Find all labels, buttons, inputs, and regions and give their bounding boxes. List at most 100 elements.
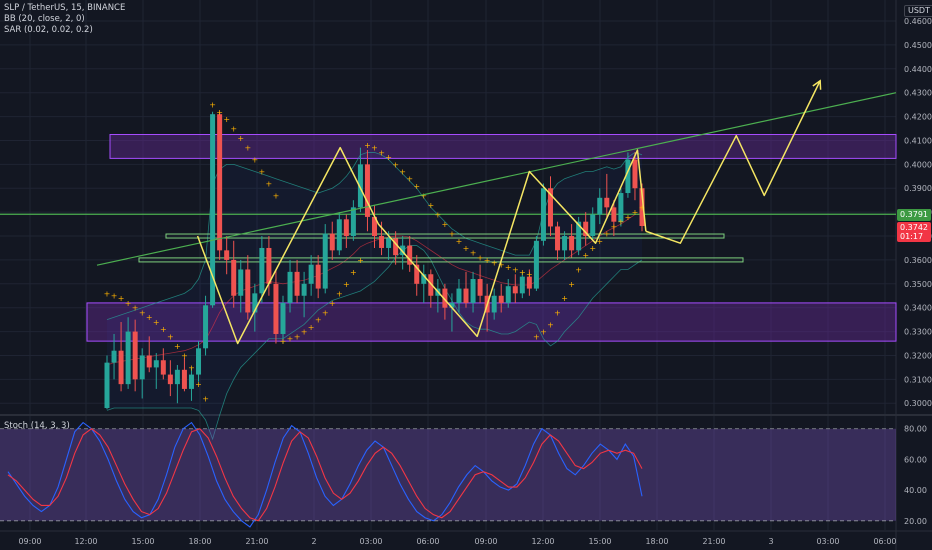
- price-tick-label: 0.4200: [904, 113, 932, 122]
- candle-body: [357, 164, 363, 208]
- candle-body: [153, 360, 159, 368]
- candle-body: [540, 188, 546, 241]
- sar-dot: +: [301, 328, 308, 337]
- sar-dot: +: [442, 220, 449, 229]
- price-tick-label: 0.4600: [904, 17, 932, 26]
- candle-body: [315, 264, 321, 289]
- last-price-tag: 0.3742 01:17: [897, 222, 931, 242]
- sar-dot: +: [139, 308, 146, 317]
- candle-body: [372, 216, 377, 237]
- candle-body: [576, 221, 582, 251]
- time-tick-label: 21:00: [245, 537, 268, 546]
- sar-dot: +: [237, 134, 244, 143]
- bollinger-fill: [107, 152, 642, 440]
- price-tick-label: 0.4500: [904, 41, 932, 50]
- price-tick-label: 0.3100: [904, 375, 932, 384]
- price-tick-label: 0.3200: [904, 351, 932, 360]
- sar-dot: +: [195, 380, 202, 389]
- bb-legend: BB (20, close, 2, 0): [4, 14, 85, 24]
- sar-dot: +: [280, 337, 287, 346]
- sar-dot: +: [512, 265, 519, 274]
- time-tick-label: 12:00: [531, 537, 554, 546]
- sar-dot: +: [449, 230, 456, 239]
- candle-body: [188, 374, 194, 389]
- candle-body: [421, 274, 427, 284]
- stoch-tick-label: 20.00: [904, 517, 927, 526]
- sar-dot: +: [610, 222, 617, 231]
- candle-body: [252, 293, 258, 313]
- candle-body: [231, 259, 237, 296]
- sar-dot: +: [406, 175, 413, 184]
- candle-body: [139, 355, 145, 380]
- candle-body: [174, 369, 180, 385]
- candle-body: [379, 236, 385, 248]
- time-tick-label: 2: [311, 537, 316, 546]
- price-tick-label: 0.3400: [904, 304, 932, 313]
- sar-dot: +: [498, 261, 505, 270]
- time-tick-label: 21:00: [702, 537, 725, 546]
- sar-dot: +: [266, 179, 273, 188]
- candle-body: [414, 264, 420, 284]
- stoch-k-line: [7, 421, 643, 528]
- price-tick-label: 0.3000: [904, 399, 932, 408]
- sar-dot: +: [603, 230, 610, 239]
- candle-body: [562, 236, 568, 251]
- candle-body: [287, 271, 293, 303]
- candle-body: [224, 250, 230, 260]
- candle-body: [547, 188, 553, 227]
- candle-body: [301, 283, 307, 296]
- sar-dot: +: [596, 237, 603, 246]
- candle-body: [519, 276, 525, 294]
- sar-dot: +: [561, 294, 568, 303]
- sar-dot: +: [308, 323, 315, 332]
- sar-dot: +: [294, 332, 301, 341]
- sar-dot: +: [132, 304, 139, 313]
- sar-dot: +: [427, 201, 434, 210]
- sar-dot: +: [160, 325, 167, 334]
- level-box-lower: [138, 257, 744, 263]
- sar-dot: +: [413, 182, 420, 191]
- sar-dot: +: [251, 156, 258, 165]
- candle-body: [329, 233, 335, 251]
- sar-dot: +: [547, 320, 554, 329]
- sar-dot: +: [244, 144, 251, 153]
- sar-dot: +: [125, 299, 132, 308]
- sar-dot: +: [632, 208, 639, 217]
- time-tick-label: 15:00: [588, 537, 611, 546]
- price-tick-label: 0.4300: [904, 89, 932, 98]
- time-tick-label: 18:00: [188, 537, 211, 546]
- sar-dot: +: [315, 316, 322, 325]
- candle-body: [505, 286, 511, 303]
- sar-dot: +: [259, 168, 266, 177]
- sar-dot: +: [167, 332, 174, 341]
- sar-dot: +: [519, 268, 526, 277]
- candle-body: [449, 302, 455, 308]
- stoch-d-line: [7, 428, 643, 522]
- candle-body: [611, 207, 617, 222]
- candle-body: [618, 193, 624, 222]
- time-tick-label: 09:00: [474, 537, 497, 546]
- sar-dot: +: [618, 218, 625, 227]
- currency-badge[interactable]: USDT: [904, 5, 932, 17]
- sar-dot: +: [230, 125, 237, 134]
- candle-body: [639, 188, 645, 226]
- sar-dot: +: [357, 256, 364, 265]
- sar-dot: +: [364, 141, 371, 150]
- sar-dot: +: [322, 308, 329, 317]
- candle-body: [407, 245, 413, 265]
- candle-body: [322, 233, 328, 289]
- candle-body: [590, 214, 596, 237]
- sar-dot: +: [181, 351, 188, 360]
- candle-body: [238, 269, 244, 296]
- candle-body: [167, 374, 173, 385]
- sar-dot: +: [343, 280, 350, 289]
- sar-dot: +: [491, 258, 498, 267]
- sar-dot: +: [456, 237, 463, 246]
- sar-dot: +: [385, 153, 392, 162]
- price-tick-label: 0.4100: [904, 136, 932, 145]
- level-box-upper: [165, 233, 725, 239]
- candle-body: [393, 238, 399, 256]
- candle-body: [512, 286, 518, 294]
- projection-arrowhead: [812, 79, 822, 90]
